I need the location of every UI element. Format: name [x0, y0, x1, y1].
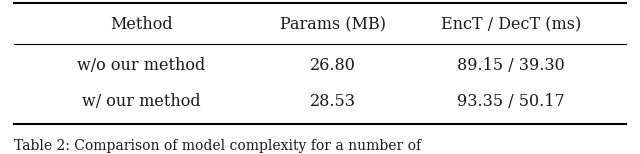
- Text: 93.35 / 50.17: 93.35 / 50.17: [458, 93, 565, 109]
- Text: Params (MB): Params (MB): [280, 16, 386, 33]
- Text: 26.80: 26.80: [310, 57, 356, 74]
- Text: Method: Method: [110, 16, 173, 33]
- Text: w/ our method: w/ our method: [83, 93, 201, 109]
- Text: 28.53: 28.53: [310, 93, 356, 109]
- Text: 89.15 / 39.30: 89.15 / 39.30: [458, 57, 565, 74]
- Text: EncT / DecT (ms): EncT / DecT (ms): [441, 16, 581, 33]
- Text: w/o our method: w/o our method: [77, 57, 205, 74]
- Text: Table 2: Comparison of model complexity for a number of: Table 2: Comparison of model complexity …: [14, 139, 421, 153]
